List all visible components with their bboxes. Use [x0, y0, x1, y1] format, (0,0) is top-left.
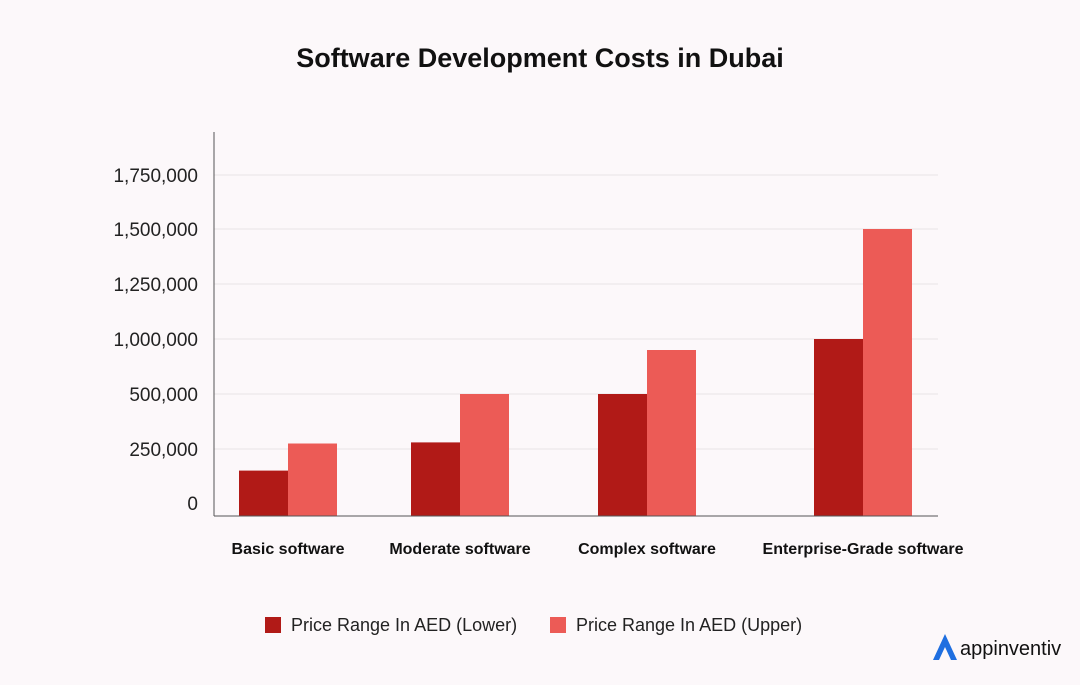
appinventiv-logo-icon	[933, 634, 957, 660]
bars	[239, 229, 912, 516]
legend-swatch	[550, 617, 566, 633]
bar-upper	[460, 394, 509, 516]
y-tick-label: 0	[187, 494, 198, 515]
appinventiv-logo: appinventiv	[933, 634, 1061, 660]
bar-lower	[598, 394, 647, 516]
x-tick-label: Complex software	[578, 541, 716, 558]
y-tick-label: 1,000,000	[113, 330, 198, 351]
legend-label: Price Range In AED (Lower)	[291, 615, 517, 635]
x-tick-label: Basic software	[232, 541, 345, 558]
y-tick-label: 1,750,000	[113, 166, 198, 187]
legend-swatch	[265, 617, 281, 633]
y-axis-ticks: 0 250,000 500,000 1,000,000 1,250,000 1,500,0…	[113, 166, 198, 515]
x-tick-label: Enterprise-Grade software	[763, 541, 964, 558]
appinventiv-logo-text: appinventiv	[960, 638, 1061, 660]
bar-lower	[411, 442, 460, 516]
bar-upper	[863, 229, 912, 516]
y-tick-label: 1,250,000	[113, 275, 198, 296]
x-tick-label: Moderate software	[389, 541, 530, 558]
legend-label: Price Range In AED (Upper)	[576, 615, 802, 635]
chart-title: Software Development Costs in Dubai	[296, 43, 784, 73]
y-tick-label: 1,500,000	[113, 220, 198, 241]
y-tick-label: 500,000	[129, 385, 198, 406]
x-axis-labels: Basic software Moderate software Complex s…	[232, 541, 964, 558]
y-tick-label: 250,000	[129, 440, 198, 461]
bar-upper	[647, 350, 696, 516]
axes	[213, 132, 938, 517]
bar-lower	[814, 339, 863, 516]
bar-upper	[288, 443, 337, 516]
legend: Price Range In AED (Lower) Price Range In…	[265, 615, 802, 635]
bar-lower	[239, 470, 288, 516]
